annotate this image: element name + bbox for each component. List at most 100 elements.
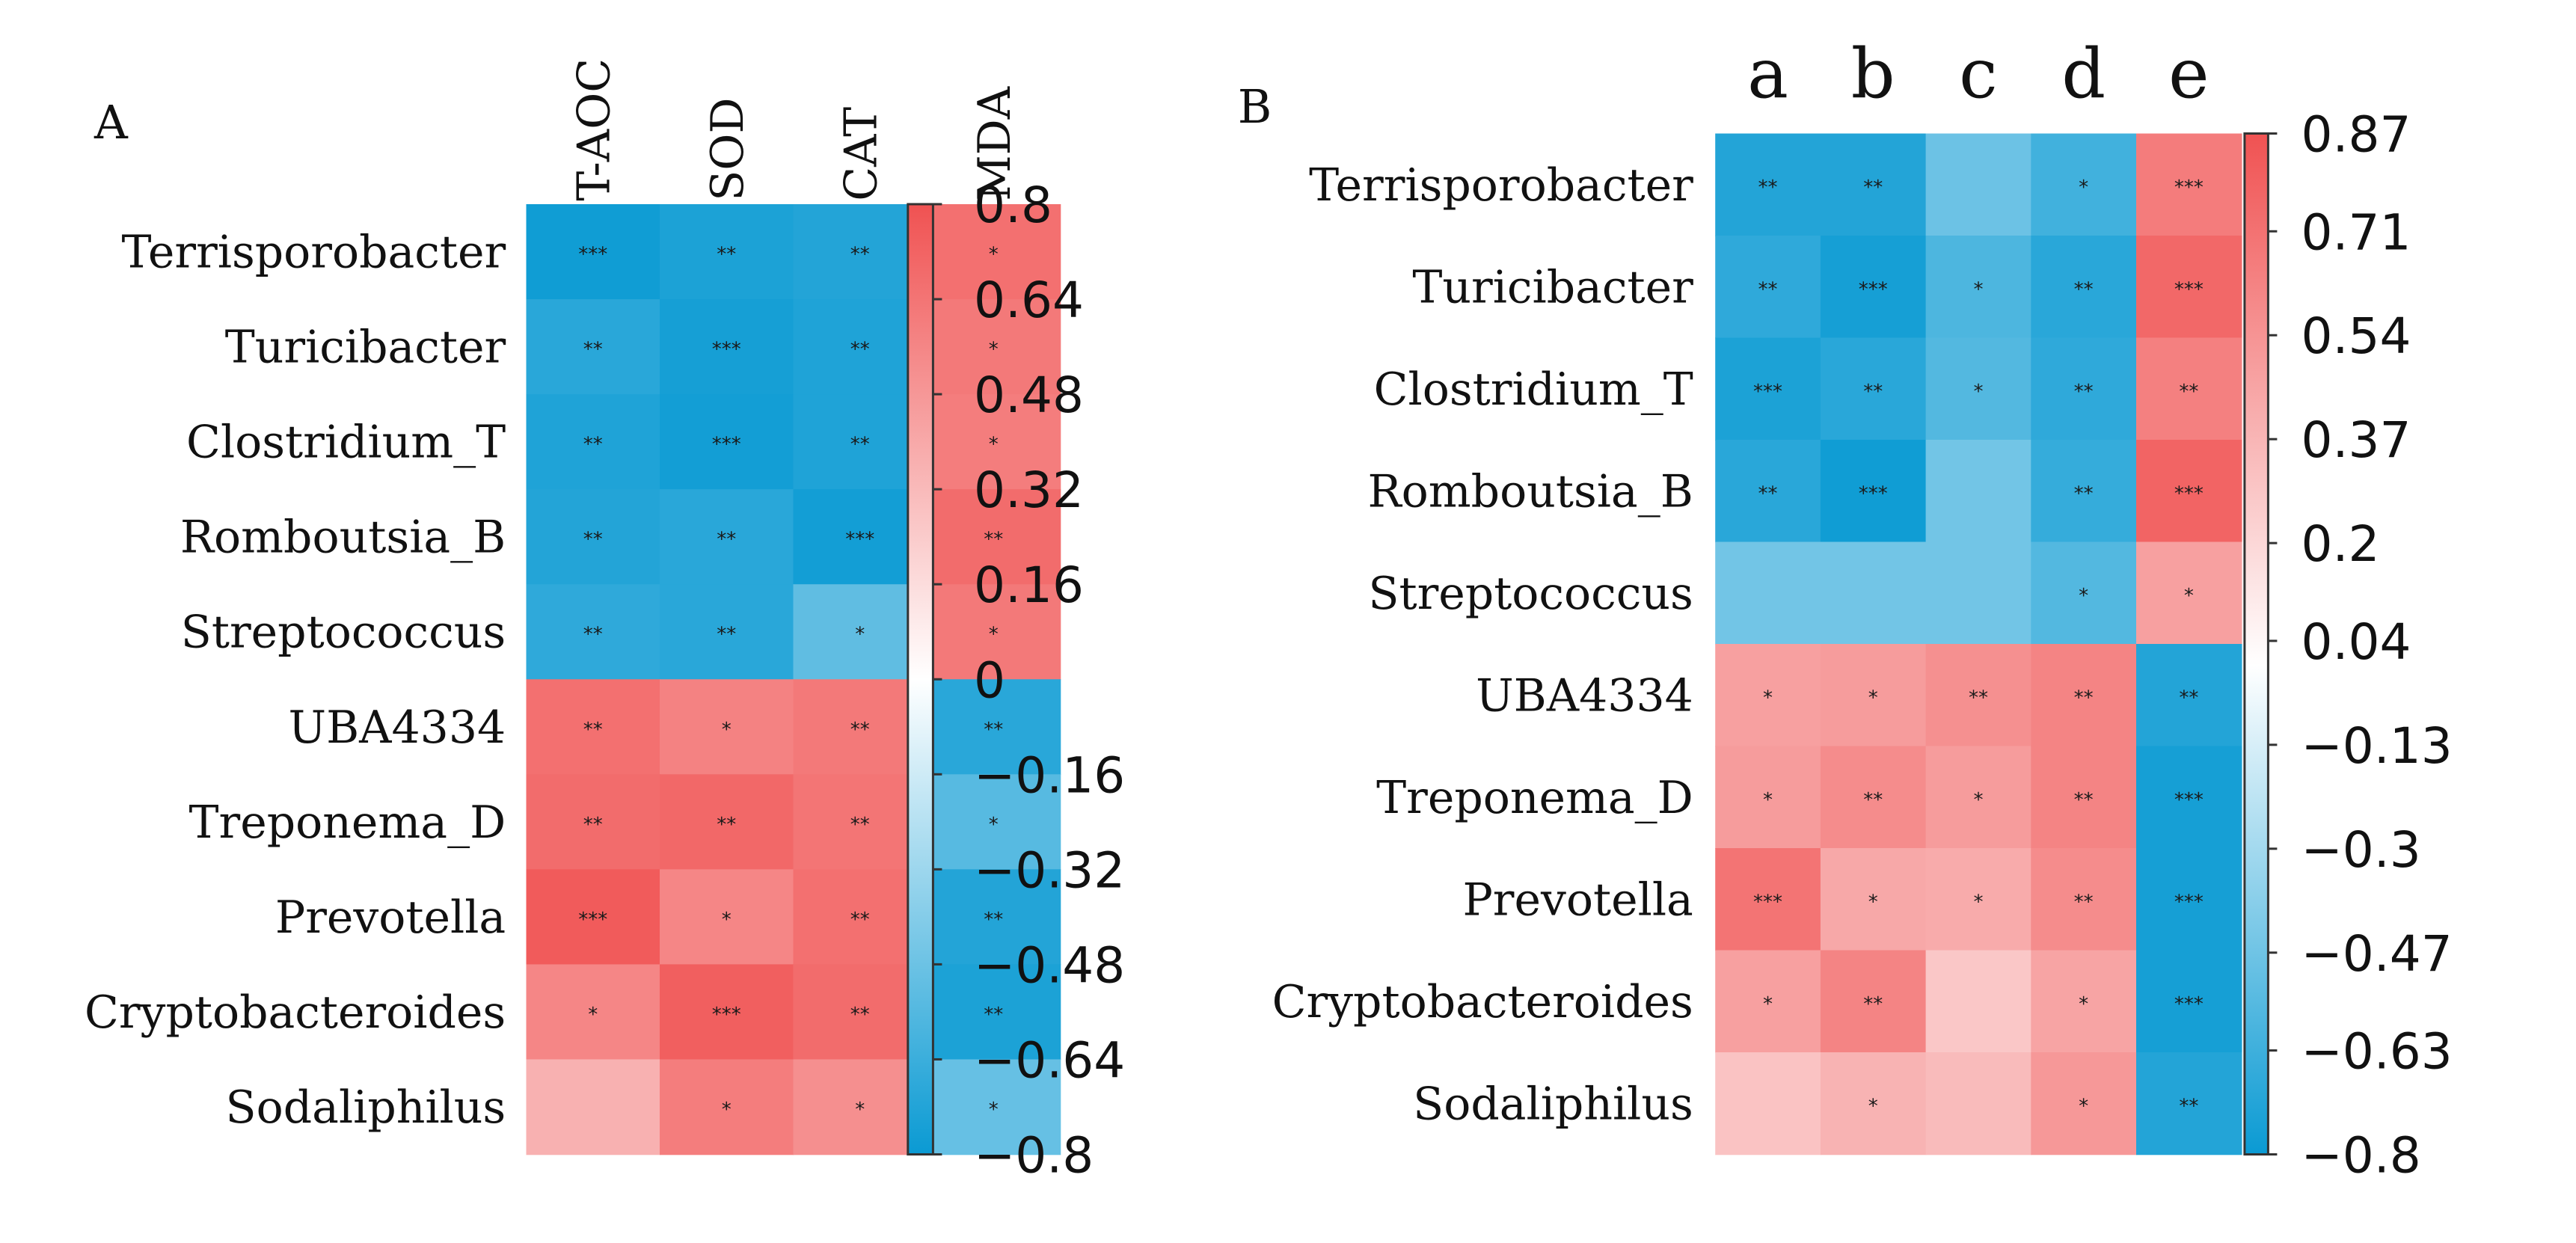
- column-label: c: [1959, 34, 1998, 114]
- heatmap-cell: [2136, 1052, 2242, 1155]
- significance-mark: **: [2179, 687, 2198, 709]
- row-label: UBA4334: [289, 702, 506, 754]
- heatmap-cell: [660, 299, 794, 395]
- heatmap-cell: [1715, 541, 1821, 645]
- significance-mark: **: [850, 909, 870, 931]
- significance-mark: *: [1973, 278, 1983, 301]
- significance-mark: **: [1758, 278, 1778, 301]
- significance-mark: *: [722, 719, 732, 741]
- heatmap-cell: [2031, 746, 2137, 849]
- heatmap-cell: [927, 584, 1061, 681]
- heatmap-cell: [2031, 236, 2137, 339]
- colorbar-tick-label: −0.16: [974, 746, 1125, 804]
- heatmap-cell: [793, 869, 927, 966]
- heatmap-cell: [793, 394, 927, 490]
- heatmap-cell: [660, 204, 794, 300]
- significance-mark: ***: [712, 1004, 741, 1026]
- significance-mark: **: [717, 529, 736, 551]
- heatmap-cell: [1820, 1052, 1927, 1155]
- colorbar-tick-label: 0.04: [2301, 613, 2411, 671]
- heatmap-cell: [1820, 541, 1927, 645]
- significance-mark: **: [1863, 789, 1883, 811]
- row-label: Terrisporobacter: [1309, 159, 1693, 212]
- heatmap-cell: [1715, 848, 1821, 951]
- significance-mark: **: [2179, 381, 2198, 403]
- column-label: e: [2168, 34, 2209, 114]
- significance-mark: **: [850, 1004, 870, 1026]
- heatmap-cell: [793, 299, 927, 395]
- significance-mark: **: [583, 624, 603, 646]
- heatmap-cell: [1925, 950, 2032, 1053]
- row-label: Prevotella: [275, 891, 506, 944]
- significance-mark: **: [1863, 993, 1883, 1016]
- significance-mark: *: [855, 624, 865, 646]
- significance-mark: ***: [2174, 482, 2204, 505]
- heatmap-cell: [1925, 236, 2032, 339]
- colorbar: [2243, 132, 2269, 1155]
- row-label: Prevotella: [1462, 874, 1693, 926]
- column-label: T-AOC: [568, 58, 621, 201]
- colorbar-tick-label: 0.8: [974, 177, 1052, 234]
- row-label: Streptococcus: [1368, 568, 1693, 620]
- heatmap-cell: [927, 679, 1061, 776]
- column-label: d: [2061, 34, 2106, 114]
- significance-mark: **: [1863, 381, 1883, 403]
- colorbar-tick-label: 0.16: [974, 556, 1084, 614]
- significance-mark: **: [2074, 891, 2094, 913]
- heatmap-cell: [1925, 644, 2032, 747]
- significance-mark: *: [1868, 1095, 1878, 1117]
- significance-mark: *: [989, 434, 999, 456]
- heatmap-cell: [660, 679, 794, 776]
- panel-label: A: [93, 95, 129, 150]
- significance-mark: **: [583, 434, 603, 456]
- significance-mark: **: [583, 339, 603, 361]
- heatmap-cell: [2031, 950, 2137, 1053]
- colorbar-tick-label: −0.13: [2301, 717, 2453, 775]
- row-label: Sodaliphilus: [226, 1081, 506, 1134]
- colorbar: [907, 203, 934, 1155]
- panel-a: A*** ** ** *** *** ** *** *** ** *** ** *** **** ** * *…: [85, 58, 1125, 1185]
- significance-mark: **: [717, 244, 736, 266]
- heatmap-cell: [660, 489, 794, 585]
- heatmap-cell: [2031, 440, 2137, 543]
- significance-mark: *: [855, 1099, 865, 1121]
- significance-mark: ***: [2174, 993, 2204, 1016]
- significance-mark: *: [2079, 1095, 2088, 1117]
- colorbar-tick-label: 0.71: [2301, 203, 2411, 261]
- significance-mark: ***: [1859, 278, 1888, 301]
- heatmap-cell: [927, 489, 1061, 585]
- heatmap-cell: [526, 489, 660, 585]
- heatmap-cell: [1925, 440, 2032, 543]
- significance-mark: ***: [578, 244, 607, 266]
- significance-mark: *: [989, 624, 999, 646]
- significance-mark: ***: [712, 434, 741, 456]
- colorbar-tick-label: 0.64: [974, 271, 1084, 329]
- heatmap-cell: [1715, 236, 1821, 339]
- colorbar-tick-label: −0.48: [974, 936, 1125, 994]
- significance-mark: **: [583, 719, 603, 741]
- heatmap-cell: [1925, 133, 2032, 236]
- significance-mark: *: [1973, 789, 1983, 811]
- heatmap-cell: [793, 204, 927, 300]
- heatmap-cell: [526, 204, 660, 300]
- significance-mark: ***: [2174, 789, 2204, 811]
- heatmap-cell: [1715, 337, 1821, 441]
- heatmap-cell: [927, 299, 1061, 395]
- heatmap-cell: [793, 774, 927, 871]
- panel-label: B: [1238, 79, 1272, 134]
- heatmap-cell: [793, 584, 927, 681]
- significance-mark: *: [1973, 891, 1983, 913]
- heatmap-cell: [1715, 1052, 1821, 1155]
- heatmap-cell: [660, 964, 794, 1061]
- significance-mark: **: [1863, 177, 1883, 199]
- significance-mark: *: [1763, 993, 1773, 1016]
- column-label: b: [1851, 34, 1895, 114]
- colorbar-tick-label: −0.47: [2301, 925, 2453, 983]
- significance-mark: ***: [1859, 482, 1888, 505]
- significance-mark: **: [984, 719, 1003, 741]
- heatmap-cell: [793, 679, 927, 776]
- colorbar-tick-label: 0.2: [2301, 515, 2380, 573]
- significance-mark: *: [989, 244, 999, 266]
- heatmap-cell: [1715, 644, 1821, 747]
- significance-mark: **: [984, 1004, 1003, 1026]
